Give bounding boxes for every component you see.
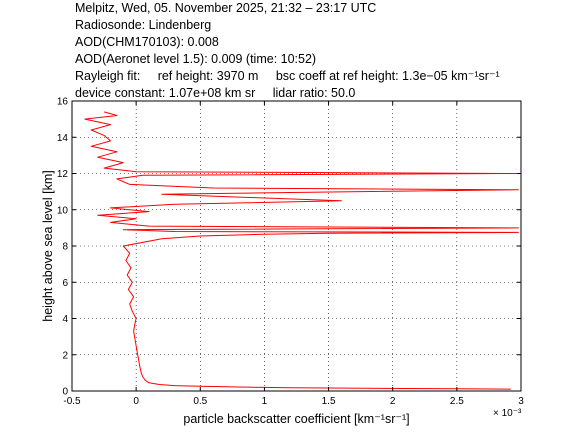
y-axis-label: height above sea level [km] — [41, 170, 55, 321]
chart-header: Melpitz, Wed, 05. November 2025, 21:32 –… — [75, 0, 575, 102]
y-tick-label: 8 — [62, 242, 68, 253]
x-tick-label: 2 — [390, 396, 396, 407]
device-constant: device constant: 1.07e+08 km sr — [75, 86, 256, 100]
x-tick-label: 1.5 — [322, 396, 336, 407]
x-axis-label: particle backscatter coefficient [km⁻¹sr… — [183, 412, 409, 426]
ref-height: ref height: 3970 m — [157, 69, 259, 83]
y-tick-label: 16 — [57, 97, 69, 108]
profile-series — [84, 111, 519, 390]
y-tick-label: 2 — [62, 350, 68, 361]
y-tick-label: 10 — [57, 205, 69, 216]
x-tick-label: 0.5 — [193, 396, 207, 407]
title-line-aod-aeronet: AOD(Aeronet level 1.5): 0.009 (time: 10:… — [75, 52, 317, 66]
x-tick-label: 0 — [133, 396, 139, 407]
bsc-coeff: bsc coeff at ref height: 1.3e−05 km⁻¹sr⁻… — [275, 69, 500, 83]
x-tick-label: 3 — [518, 396, 524, 407]
y-tick-label: 6 — [62, 278, 68, 289]
title-line-rayleigh: Rayleigh fit: ref height: 3970 m bsc coe… — [75, 68, 575, 85]
y-tick-label: 4 — [62, 314, 68, 325]
x-tick-label: 2.5 — [450, 396, 464, 407]
title-line-device: device constant: 1.07e+08 km sr lidar ra… — [75, 85, 575, 102]
rayleigh-label: Rayleigh fit: — [75, 69, 141, 83]
x-axis-multiplier: × 10⁻³ — [493, 408, 522, 419]
x-tick-label: -0.5 — [63, 396, 81, 407]
grid-lines — [72, 101, 521, 391]
y-tick-label: 12 — [57, 169, 69, 180]
lidar-ratio: lidar ratio: 50.0 — [272, 86, 356, 100]
y-tick-label: 0 — [62, 387, 68, 398]
x-tick-label: 1 — [262, 396, 268, 407]
series-line-0 — [84, 111, 519, 390]
title-line-aod-chm: AOD(CHM170103): 0.008 — [75, 35, 219, 49]
y-tick-label: 14 — [57, 133, 69, 144]
title-line-radiosonde: Radiosonde: Lindenberg — [75, 18, 212, 32]
title-line-location: Melpitz, Wed, 05. November 2025, 21:32 –… — [75, 1, 377, 15]
